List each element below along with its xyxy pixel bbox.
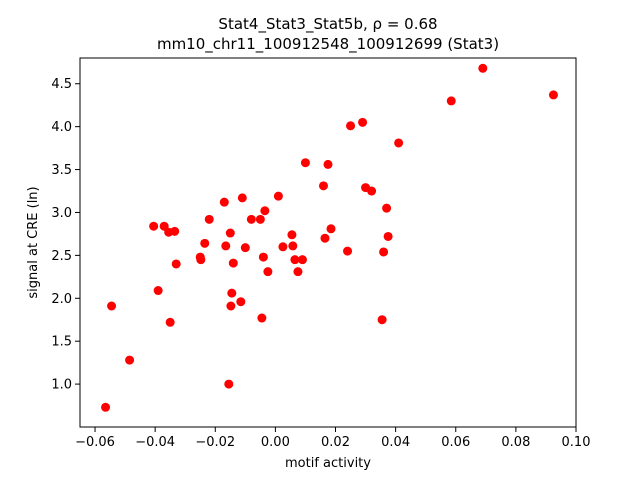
y-tick-label-4: 3.0 (51, 206, 72, 221)
x-tick-label-6: 0.06 (441, 435, 470, 450)
y-tick-label-2: 2.0 (51, 292, 72, 307)
y-tick-label-0: 1.0 (51, 378, 72, 393)
data-point-17 (225, 228, 235, 238)
data-point-48 (379, 247, 389, 257)
data-points (101, 63, 558, 412)
data-point-35 (293, 267, 303, 277)
chart-title-line-1: Stat4_Stat3_Stat5b, ρ = 0.68 (218, 15, 437, 34)
x-tick-label-5: 0.04 (381, 435, 410, 450)
y-tick-label-7: 4.5 (51, 77, 72, 92)
data-point-20 (228, 258, 238, 268)
data-point-7 (165, 317, 175, 327)
data-point-29 (263, 267, 273, 277)
data-point-34 (290, 255, 300, 265)
data-point-28 (260, 206, 270, 216)
data-point-9 (171, 259, 181, 269)
data-point-39 (320, 233, 330, 243)
data-point-50 (383, 231, 393, 241)
x-tick-label-3: 0.00 (261, 435, 290, 450)
data-point-1 (107, 301, 117, 311)
x-tick-label-4: 0.02 (321, 435, 350, 450)
data-point-54 (548, 90, 558, 100)
x-axis-label: motif activity (285, 456, 371, 471)
data-point-53 (478, 63, 488, 73)
data-point-26 (257, 313, 267, 323)
data-point-12 (200, 238, 210, 248)
data-point-51 (394, 138, 404, 148)
data-point-32 (287, 230, 297, 240)
data-point-11 (196, 255, 206, 265)
data-point-13 (204, 214, 214, 224)
data-point-27 (258, 252, 268, 262)
x-tick-label-2: −0.02 (195, 435, 235, 450)
data-point-33 (288, 241, 298, 251)
data-point-14 (219, 197, 229, 207)
data-point-15 (221, 241, 231, 251)
x-tick-label-0: −0.06 (75, 435, 115, 450)
y-tick-label-3: 2.5 (51, 249, 72, 264)
x-axis-ticks: −0.06 −0.04 −0.02 0.00 0.02 0.04 0.06 0.08 0.10 (75, 427, 590, 450)
data-point-24 (246, 214, 256, 224)
data-point-4 (153, 286, 163, 296)
data-point-36 (297, 255, 307, 265)
data-point-0 (101, 402, 111, 412)
chart-title-line-2: mm10_chr11_100912548_100912699 (Stat3) (157, 35, 499, 54)
data-point-43 (346, 121, 356, 131)
data-point-30 (273, 191, 283, 201)
data-point-8 (170, 226, 180, 236)
x-tick-label-8: 0.10 (562, 435, 591, 450)
data-point-47 (377, 315, 387, 325)
data-point-37 (300, 158, 310, 168)
data-point-2 (125, 355, 135, 365)
data-point-52 (446, 96, 456, 106)
data-point-41 (326, 224, 336, 234)
y-tick-label-5: 3.5 (51, 163, 72, 178)
y-axis-ticks: 1.0 1.5 2.0 2.5 3.0 3.5 4.0 4.5 (51, 77, 80, 393)
data-point-21 (236, 297, 246, 307)
y-tick-label-1: 1.5 (51, 335, 72, 350)
y-tick-label-6: 4.0 (51, 120, 72, 135)
data-point-42 (343, 246, 353, 256)
x-tick-label-7: 0.08 (501, 435, 530, 450)
data-point-18 (226, 301, 236, 311)
data-point-40 (323, 159, 333, 169)
y-axis-label: signal at CRE (ln) (26, 186, 41, 298)
plot-area-frame (79, 57, 577, 428)
x-tick-label-1: −0.04 (135, 435, 175, 450)
data-point-22 (237, 193, 247, 203)
data-point-19 (227, 288, 237, 298)
data-point-49 (382, 203, 392, 213)
data-point-38 (318, 181, 328, 191)
data-point-25 (255, 214, 265, 224)
data-point-16 (224, 379, 234, 389)
data-point-3 (149, 221, 159, 231)
data-point-46 (367, 186, 377, 196)
data-point-31 (278, 242, 288, 252)
data-point-44 (358, 117, 368, 127)
data-point-23 (240, 243, 250, 253)
